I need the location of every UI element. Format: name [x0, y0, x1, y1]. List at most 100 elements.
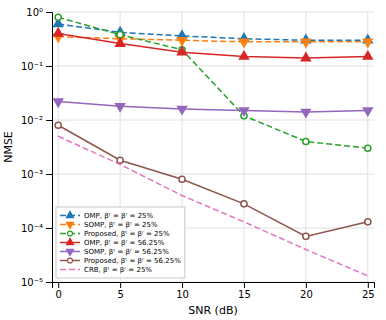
y-tick-label: 10⁰ [26, 7, 43, 18]
x-tick: 15 [238, 282, 251, 300]
legend-label: SOMP, βᵗ = βʳ = 56.25% [84, 248, 169, 256]
y-tick: 10⁻¹ [21, 61, 52, 72]
series-marker [117, 32, 123, 38]
y-axis-line [46, 13, 53, 283]
series-marker [363, 39, 372, 47]
legend: OMP, βᵗ = βʳ = 25%SOMP, βᵗ = βʳ = 25%Pro… [56, 207, 185, 278]
legend-label: Proposed, βᵗ = βʳ = 25% [84, 230, 170, 238]
legend-label: CRB, βᵗ = βʳ = 25% [84, 266, 152, 274]
x-tick: 5 [117, 282, 123, 300]
x-tick-label: 5 [117, 289, 123, 300]
x-tick: 0 [56, 282, 62, 300]
series-marker [54, 28, 63, 36]
y-tick-mark [46, 66, 52, 67]
x-tick-label: 10 [176, 289, 189, 300]
series-marker [178, 47, 187, 55]
y-tick: 10⁻⁵ [21, 277, 52, 288]
x-tick: 25 [362, 282, 375, 300]
legend-marker [66, 211, 73, 217]
legend-item: OMP, βᵗ = βʳ = 25% [60, 211, 154, 219]
x-tick-mark [306, 282, 307, 288]
chart-svg: 0 5 10 15 20 25 10⁻⁵ 10⁻⁴ 10⁻³ 10⁻² 10⁻¹ 10⁰ OMP, βᵗ… [0, 0, 386, 320]
series-line [58, 33, 368, 58]
series-marker [240, 39, 249, 47]
series [55, 14, 371, 151]
x-axis-line [53, 283, 375, 289]
series-marker [303, 233, 309, 239]
series-marker [363, 51, 372, 59]
y-tick: 10⁰ [26, 7, 52, 18]
x-tick-label: 15 [238, 289, 251, 300]
series-marker [301, 110, 310, 118]
x-tick-label: 25 [362, 289, 375, 300]
legend-item: SOMP, βᵗ = βʳ = 56.25% [60, 248, 169, 256]
y-tick-mark [46, 12, 52, 13]
legend-marker [66, 249, 73, 255]
y-grid-line [52, 66, 374, 67]
legend-label: Proposed, βᵗ = βʳ = 56.25% [84, 257, 181, 265]
x-tick-mark [58, 282, 59, 288]
legend-box [56, 207, 185, 278]
legend-line [60, 269, 80, 271]
y-axis: 10⁻⁵ 10⁻⁴ 10⁻³ 10⁻² 10⁻¹ 10⁰ [21, 7, 53, 288]
series-marker [363, 108, 372, 116]
plot-area: 0 5 10 15 20 25 10⁻⁵ 10⁻⁴ 10⁻³ 10⁻² 10⁻¹ 10⁰ OMP, βᵗ… [21, 7, 375, 300]
series-marker [178, 38, 187, 46]
series [54, 28, 372, 60]
series-marker [116, 104, 125, 112]
series-marker [240, 108, 249, 116]
series-marker [241, 201, 247, 207]
chart-container: 0 5 10 15 20 25 10⁻⁵ 10⁻⁴ 10⁻³ 10⁻² 10⁻¹ 10⁰ OMP, βᵗ… [0, 0, 386, 320]
y-tick-mark [46, 174, 52, 175]
legend-marker [66, 238, 73, 244]
legend-label: SOMP, βᵗ = βʳ = 25% [84, 221, 158, 229]
y-tick-label: 10⁻² [21, 115, 43, 126]
series-marker [240, 51, 249, 59]
y-tick-mark [46, 282, 52, 283]
legend-label: OMP, βᵗ = βʳ = 56.25% [84, 239, 165, 247]
y-grid-line [52, 12, 374, 13]
y-tick-mark [46, 228, 52, 229]
series-marker [54, 99, 63, 107]
legend-item: Proposed, βᵗ = βʳ = 25% [60, 230, 170, 238]
x-tick-mark [244, 282, 245, 288]
y-tick: 10⁻² [21, 115, 52, 126]
y-grid-line [52, 174, 374, 175]
series-line [58, 17, 368, 148]
x-tick-mark [120, 282, 121, 288]
legend-marker [68, 231, 73, 236]
x-tick: 20 [300, 282, 313, 300]
series-marker [301, 39, 310, 47]
series [54, 19, 372, 43]
legend-item: Proposed, βᵗ = βʳ = 56.25% [60, 257, 181, 265]
series-marker [365, 219, 371, 225]
series-line [58, 102, 368, 113]
y-tick-mark [46, 120, 52, 121]
series [54, 99, 372, 117]
y-grid-line [52, 120, 374, 121]
series-line [58, 125, 368, 236]
grid [52, 12, 374, 282]
legend-marker [66, 222, 73, 228]
series-marker [179, 176, 185, 182]
series-marker [55, 14, 61, 20]
y-tick: 10⁻⁴ [21, 223, 52, 234]
series-marker [365, 145, 371, 151]
y-tick-label: 10⁻⁴ [21, 223, 43, 234]
y-tick-label: 10⁻⁵ [21, 277, 43, 288]
data-layer [54, 14, 372, 276]
x-axis: 0 5 10 15 20 25 [53, 282, 375, 300]
y-axis-title: NMSE [2, 131, 15, 163]
series [55, 122, 371, 239]
y-tick-label: 10⁻¹ [21, 61, 43, 72]
legend-item: CRB, βᵗ = βʳ = 25% [60, 266, 152, 274]
series-marker [55, 122, 61, 128]
y-tick-label: 10⁻³ [21, 169, 43, 180]
x-tick-label: 20 [300, 289, 313, 300]
series-line [58, 136, 368, 276]
series-marker [117, 157, 123, 163]
x-tick: 10 [176, 282, 189, 300]
series-marker [303, 138, 309, 144]
series-marker [301, 53, 310, 61]
legend-label: OMP, βᵗ = βʳ = 25% [84, 212, 154, 220]
